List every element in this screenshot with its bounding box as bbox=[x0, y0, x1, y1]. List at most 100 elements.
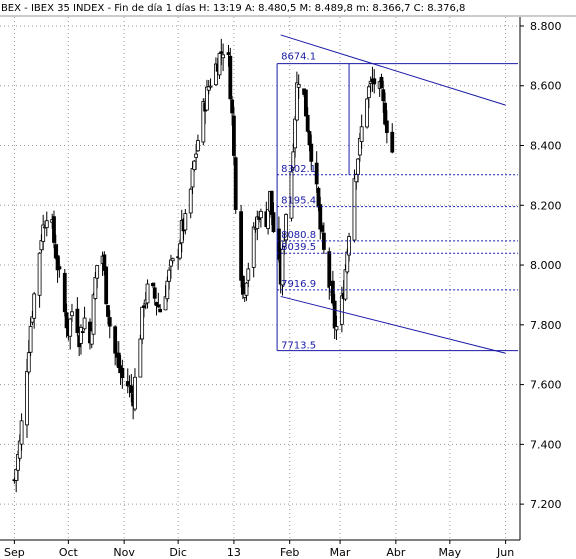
y-tick-label: 8.600 bbox=[530, 80, 562, 93]
candle-body bbox=[280, 248, 285, 286]
x-axis: Sep Oct Nov Dic 13 Feb Mar Abr May Jun bbox=[0, 539, 520, 559]
candle-body bbox=[183, 213, 188, 231]
candle-body bbox=[379, 76, 384, 89]
candle-body bbox=[307, 131, 312, 146]
candle-body bbox=[352, 178, 357, 241]
candle-body bbox=[57, 266, 62, 270]
candle-body bbox=[339, 295, 344, 325]
candle-body bbox=[75, 308, 80, 334]
candle-body bbox=[70, 311, 74, 317]
candle-body bbox=[39, 240, 44, 251]
candle-body bbox=[52, 216, 56, 243]
candle-body bbox=[19, 420, 24, 445]
candle-body bbox=[228, 55, 233, 100]
candle-body bbox=[120, 367, 125, 379]
candle-body bbox=[25, 371, 29, 426]
candle-body bbox=[356, 158, 360, 175]
y-tick-label: 8.200 bbox=[530, 199, 562, 212]
candle-body bbox=[217, 52, 222, 76]
y-tick-label: 8.800 bbox=[530, 20, 562, 33]
candle-body bbox=[219, 51, 224, 54]
candle-body bbox=[107, 317, 112, 327]
candle-body bbox=[293, 118, 297, 149]
candle-body bbox=[320, 225, 324, 232]
y-tick-label: 7.600 bbox=[530, 379, 562, 392]
candle-body bbox=[93, 277, 98, 299]
candle-body bbox=[37, 252, 42, 296]
candle-body bbox=[208, 85, 213, 88]
candle-body bbox=[276, 228, 281, 260]
y-tick-label: 8.400 bbox=[530, 140, 562, 153]
candle-body bbox=[381, 89, 386, 102]
candle-body bbox=[62, 272, 67, 313]
candle-body bbox=[390, 131, 395, 153]
candle-body bbox=[354, 174, 359, 183]
grid-lines bbox=[0, 17, 520, 540]
candle-body bbox=[289, 171, 294, 219]
level-label: 8080.8 bbox=[281, 230, 316, 241]
candle-body bbox=[142, 305, 146, 308]
level-label: 8039.5 bbox=[281, 242, 316, 253]
candle-body bbox=[366, 86, 371, 98]
candle-body bbox=[294, 82, 299, 121]
candle-body bbox=[170, 258, 175, 262]
x-tick-label: 13 bbox=[227, 546, 241, 559]
candle-body bbox=[303, 89, 308, 117]
candle-body bbox=[106, 305, 110, 317]
candle-body bbox=[258, 210, 263, 219]
y-tick-label: 8.000 bbox=[530, 259, 562, 272]
candle-body bbox=[269, 190, 274, 215]
candle-body bbox=[28, 326, 33, 353]
candle-body bbox=[165, 280, 170, 300]
x-tick-label: Feb bbox=[280, 546, 299, 559]
candle-body bbox=[196, 140, 200, 152]
candle-body bbox=[133, 376, 137, 410]
candle-body bbox=[41, 224, 46, 242]
candle-body bbox=[140, 306, 145, 340]
candle-body bbox=[372, 78, 377, 85]
candle-body bbox=[188, 188, 193, 214]
candle-body bbox=[80, 331, 85, 333]
level-label: 8195.4 bbox=[281, 196, 316, 207]
candle-body bbox=[152, 287, 157, 299]
x-tick-label: Mar bbox=[330, 546, 351, 559]
candle-body bbox=[230, 99, 235, 114]
channel-upper-line bbox=[280, 34, 506, 106]
x-tick-label: Oct bbox=[59, 546, 79, 559]
candle-body bbox=[284, 214, 288, 241]
candle-body bbox=[194, 153, 199, 158]
x-tick-label: Abr bbox=[386, 546, 406, 559]
candle-body bbox=[327, 251, 332, 288]
candle-body bbox=[343, 269, 348, 300]
candle-body bbox=[314, 162, 319, 185]
y-axis: 8.800 8.600 8.400 8.200 8.000 7.800 7.600 7.400… bbox=[519, 17, 562, 540]
candle-body bbox=[178, 243, 182, 259]
candle-body bbox=[332, 300, 337, 329]
y-tick-label: 7.400 bbox=[530, 438, 562, 451]
candle-body bbox=[91, 294, 96, 335]
candle-body bbox=[359, 126, 364, 142]
candle-body bbox=[82, 317, 87, 330]
channel-lower-line bbox=[280, 295, 506, 354]
y-tick-label: 7.800 bbox=[530, 319, 562, 332]
candle-body bbox=[365, 98, 369, 128]
candle-body bbox=[305, 114, 310, 132]
x-tick-label: Jun bbox=[496, 546, 514, 559]
candle-body bbox=[271, 212, 276, 233]
x-tick-label: Nov bbox=[113, 546, 135, 559]
level-label: 7916.9 bbox=[281, 279, 316, 290]
candle-body bbox=[296, 84, 301, 88]
candle-body bbox=[113, 326, 118, 354]
level-label: 8674.1 bbox=[281, 52, 316, 63]
candle-body bbox=[68, 318, 73, 337]
candle-body bbox=[151, 283, 155, 287]
candle-body bbox=[44, 220, 49, 229]
candle-body bbox=[167, 269, 172, 282]
candle-body bbox=[266, 209, 270, 229]
candle-body bbox=[251, 226, 256, 268]
candle-body bbox=[226, 52, 231, 55]
candle-body bbox=[232, 115, 236, 156]
level-label: 8302.1 bbox=[281, 164, 316, 175]
